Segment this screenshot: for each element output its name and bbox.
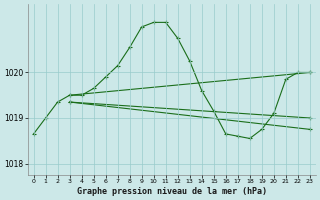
- X-axis label: Graphe pression niveau de la mer (hPa): Graphe pression niveau de la mer (hPa): [77, 187, 267, 196]
